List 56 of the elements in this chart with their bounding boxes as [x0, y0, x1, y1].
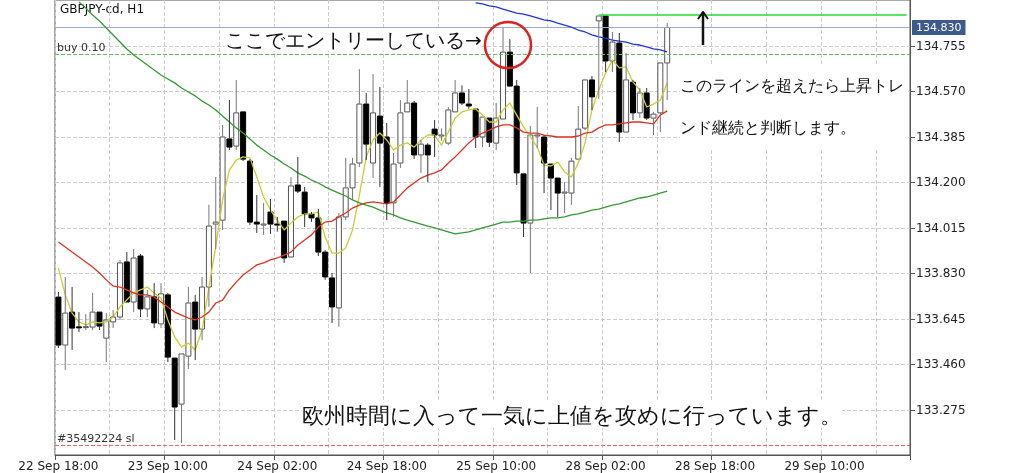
candlestick — [479, 116, 486, 148]
text: このラインを超えたら上昇トレンド継続と判断します。 — [680, 75, 904, 137]
candlestick — [609, 31, 616, 73]
candlestick — [233, 79, 240, 151]
candlestick — [623, 52, 630, 133]
ref-line-label: #35492224 sl — [57, 431, 135, 445]
candlestick — [636, 87, 643, 119]
candlestick — [137, 253, 144, 318]
candlestick — [595, 15, 602, 100]
candlestick — [472, 108, 479, 149]
x-tick-label: 28 Sep 18:00 — [675, 459, 756, 473]
candlestick — [144, 289, 151, 318]
ref-line-label: buy 0.10 — [57, 40, 106, 54]
candlestick — [219, 124, 226, 231]
candlestick — [629, 79, 636, 121]
annotation: ここでエントリーしている→ — [225, 28, 482, 52]
candlestick — [424, 142, 431, 183]
x-tick-label: 28 Sep 02:00 — [565, 459, 646, 473]
ref-line-label: 134.830 — [916, 21, 962, 35]
x-tick-label: 24 Sep 02:00 — [237, 459, 318, 473]
y-tick-label: 134.385 — [916, 129, 966, 144]
x-tick-label: 24 Sep 18:00 — [346, 459, 427, 473]
candlestick — [602, 15, 609, 73]
line-series — [57, 110, 668, 321]
candlestick — [417, 139, 424, 174]
candlestick — [240, 111, 247, 162]
annotation: 欧州時間に入って一気に上値を攻めに行っています。 — [302, 402, 842, 428]
candlestick — [151, 282, 158, 329]
y-tick-label: 134.200 — [916, 175, 966, 190]
x-tick-label: 23 Sep 10:00 — [127, 459, 208, 473]
candlestick — [226, 99, 233, 151]
candlestick — [96, 311, 103, 331]
candlestick — [370, 73, 377, 179]
candlestick — [55, 291, 62, 349]
candlestick — [588, 75, 595, 111]
candlestick — [616, 32, 623, 143]
x-tick-label: 29 Sep 10:00 — [784, 459, 865, 473]
y-tick-label: 134.755 — [916, 38, 966, 53]
candlestick — [287, 176, 294, 258]
x-tick-label: 25 Sep 10:00 — [456, 459, 537, 473]
candlestick — [411, 100, 418, 160]
y-tick-label: 134.570 — [916, 84, 966, 99]
candlestick — [260, 202, 267, 236]
y-tick-label: 134.015 — [916, 220, 966, 235]
candlestick — [130, 248, 137, 313]
x-tick-label: 22 Sep 18:00 — [18, 459, 99, 473]
candlestick — [62, 276, 69, 371]
candlestick — [212, 176, 219, 250]
candlestick — [431, 119, 438, 158]
y-tick-label: 133.460 — [916, 357, 966, 372]
candlestick — [192, 294, 199, 361]
candlestick — [363, 92, 370, 161]
y-tick-label: 133.830 — [916, 266, 966, 281]
y-tick-label: 133.275 — [916, 402, 966, 417]
candlestick — [123, 251, 130, 303]
y-tick-label: 133.645 — [916, 311, 966, 326]
